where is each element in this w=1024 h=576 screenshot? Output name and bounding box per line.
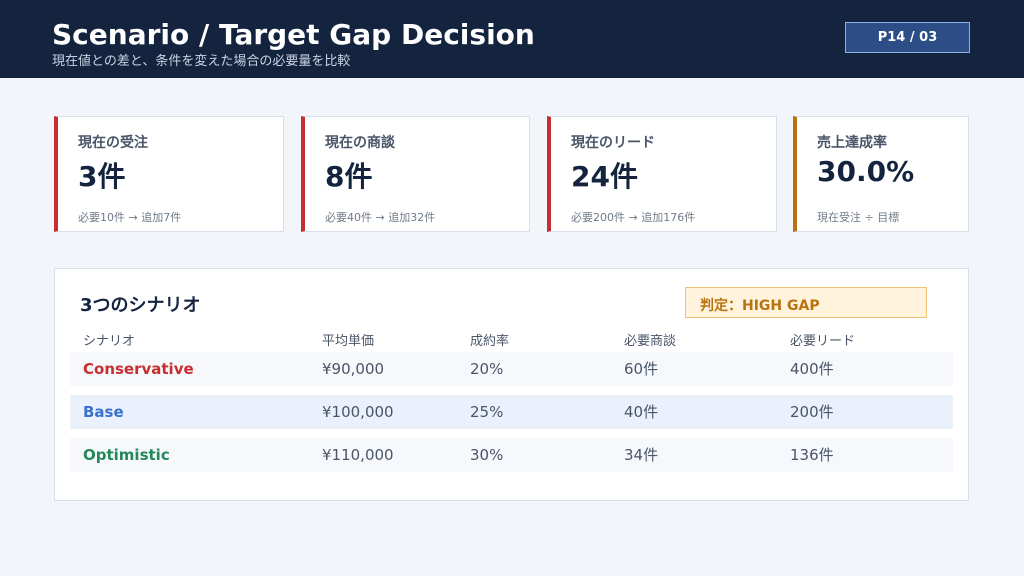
table-cell: 25% <box>470 403 504 421</box>
kpi-label: 売上達成率 <box>817 135 887 151</box>
kpi-note: 必要200件 → 追加176件 <box>571 211 696 224</box>
page-badge: P14 / 03 <box>845 22 970 53</box>
kpi-card: 現在の商談 8件必要40件 → 追加32件 <box>301 116 530 232</box>
table-cell: ¥110,000 <box>322 446 394 464</box>
table-row: Base ¥100,000 25% 40件 200件 <box>70 395 953 429</box>
table-cell: ¥100,000 <box>322 403 394 421</box>
table-cell: 20% <box>470 360 504 378</box>
subtitle: 現在値との差と、条件を変えた場合の必要量を比較 <box>52 54 351 69</box>
title: Scenario / Target Gap Decision <box>52 18 535 51</box>
table-row: Conservative ¥90,000 20% 60件 400件 <box>70 352 953 386</box>
table-cell: 400件 <box>790 360 834 378</box>
table-row: Optimistic ¥110,000 30% 34件 136件 <box>70 438 953 472</box>
column-header: 成約率 <box>470 334 510 349</box>
table-cell: Optimistic <box>83 446 170 464</box>
kpi-note: 現在受注 ÷ 目標 <box>817 211 900 224</box>
kpi-card: 現在のリード 24件必要200件 → 追加176件 <box>547 116 777 232</box>
column-header: シナリオ <box>83 334 136 349</box>
kpi-label: 現在の商談 <box>325 135 395 151</box>
table-cell: Conservative <box>83 360 194 378</box>
table-cell: 60件 <box>624 360 659 378</box>
table-cell: 200件 <box>790 403 834 421</box>
column-header: 必要商談 <box>624 334 677 349</box>
table-cell: 40件 <box>624 403 659 421</box>
table-cell: 30% <box>470 446 504 464</box>
kpi-label: 現在の受注 <box>78 135 148 151</box>
table-cell: Base <box>83 403 124 421</box>
kpi-value: 30.0% <box>817 155 915 188</box>
kpi-label: 現在のリード <box>571 135 655 151</box>
kpi-note: 必要40件 → 追加32件 <box>325 211 436 224</box>
kpi-card: 売上達成率 30.0% 現在受注 ÷ 目標 <box>793 116 969 232</box>
table-cell: ¥90,000 <box>322 360 385 378</box>
table-cell: 136件 <box>790 446 834 464</box>
verdict: 判定：HIGH GAP <box>685 287 927 318</box>
kpi-card: 現在の受注 3件必要10件 → 追加7件 <box>54 116 284 232</box>
panel-title: 3つのシナリオ <box>80 295 201 316</box>
kpi-value: 24件 <box>571 160 638 193</box>
kpi-value: 3件 <box>78 160 126 193</box>
column-header: 平均単価 <box>322 334 375 349</box>
kpi-value: 8件 <box>325 160 373 193</box>
kpi-note: 必要10件 → 追加7件 <box>78 211 182 224</box>
table-cell: 34件 <box>624 446 659 464</box>
column-header: 必要リード <box>790 334 856 349</box>
